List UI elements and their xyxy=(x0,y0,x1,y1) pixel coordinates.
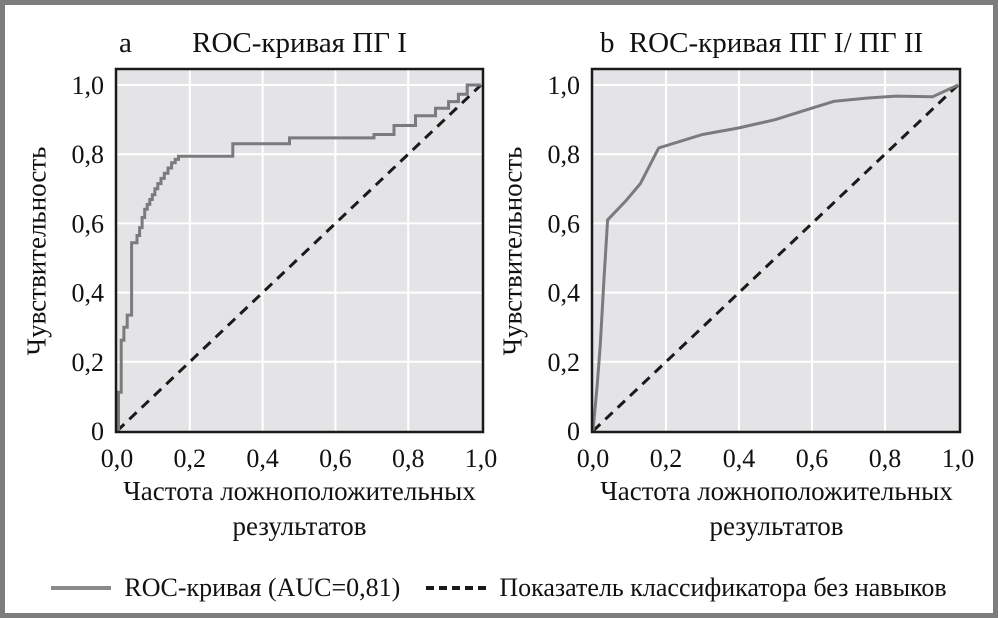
svg-text:0,2: 0,2 xyxy=(72,348,105,377)
svg-text:0,8: 0,8 xyxy=(392,444,425,473)
chart-title-a: ROC-кривая ПГ I xyxy=(192,27,407,59)
svg-text:0,8: 0,8 xyxy=(548,140,581,169)
legend-label-roc-curve: ROC-кривая (AUC=0,81) xyxy=(124,573,401,602)
x-axis-label-b: Частота ложноположительных результатов xyxy=(600,476,953,541)
svg-text:0,8: 0,8 xyxy=(869,444,902,473)
panel-letter-b: b xyxy=(600,27,615,59)
svg-text:1,0: 1,0 xyxy=(942,444,975,473)
no-skill-dashed-line-swatch xyxy=(426,586,487,590)
panel-letter-a: a xyxy=(119,27,132,59)
svg-text:1,0: 1,0 xyxy=(548,71,581,100)
svg-text:0,4: 0,4 xyxy=(548,279,581,308)
legend-item-roc-curve: ROC-кривая (AUC=0,81) xyxy=(51,573,400,603)
roc-plot-a: 0,0 0,2 0,4 0,6 0,8 1,0 0 0,2 0,4 0,6 0,8 1,0 xyxy=(72,67,498,473)
svg-text:0: 0 xyxy=(91,417,104,446)
svg-text:0: 0 xyxy=(567,417,580,446)
svg-text:0,6: 0,6 xyxy=(796,444,829,473)
svg-text:0,6: 0,6 xyxy=(548,209,581,238)
svg-text:0,6: 0,6 xyxy=(72,209,105,238)
svg-text:0,6: 0,6 xyxy=(319,444,352,473)
svg-text:0,2: 0,2 xyxy=(548,348,581,377)
roc-plot-b: 0,0 0,2 0,4 0,6 0,8 1,0 0 0,2 0,4 0,6 0,8 1,0 xyxy=(548,67,975,473)
svg-text:0,8: 0,8 xyxy=(72,140,105,169)
svg-text:0,4: 0,4 xyxy=(246,444,279,473)
svg-text:0,0: 0,0 xyxy=(101,444,134,473)
legend-item-no-skill: Показатель классификатора без навыков xyxy=(426,573,947,603)
legend-label-no-skill: Показатель классификатора без навыков xyxy=(499,573,947,602)
roc-line-swatch xyxy=(51,586,112,590)
chart-title-b: ROC-кривая ПГ I/ ПГ II xyxy=(628,27,924,59)
svg-text:0,2: 0,2 xyxy=(650,444,683,473)
svg-text:0,4: 0,4 xyxy=(72,279,105,308)
x-axis-label-a: Частота ложноположительных результатов xyxy=(123,476,476,541)
svg-text:0,2: 0,2 xyxy=(174,444,207,473)
svg-text:0,4: 0,4 xyxy=(723,444,756,473)
svg-text:1,0: 1,0 xyxy=(72,71,105,100)
legend: ROC-кривая (AUC=0,81) Показатель классиф… xyxy=(5,567,993,609)
svg-text:0,0: 0,0 xyxy=(577,444,610,473)
svg-text:1,0: 1,0 xyxy=(465,444,498,473)
